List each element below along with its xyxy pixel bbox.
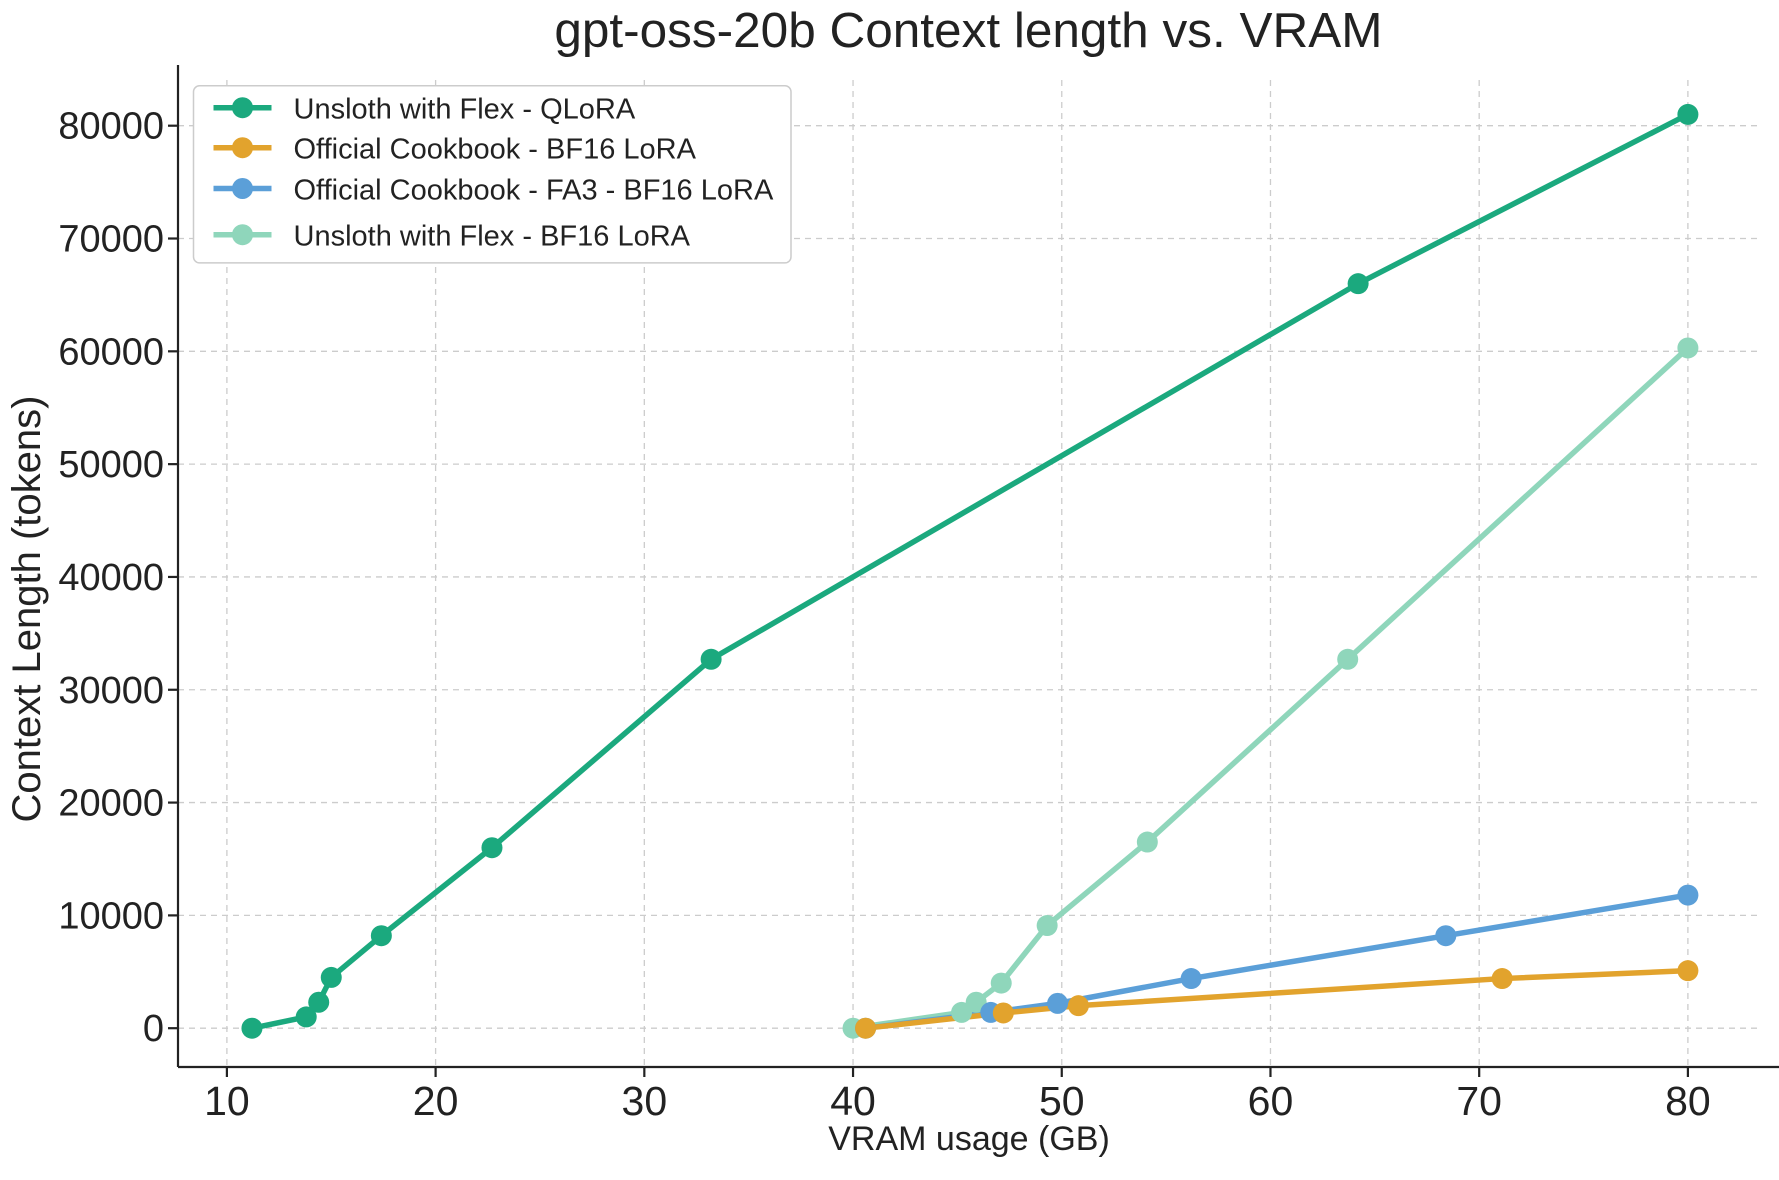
svg-text:30000: 30000 xyxy=(58,670,164,712)
svg-text:Official Cookbook - FA3 - BF16: Official Cookbook - FA3 - BF16 LoRA xyxy=(294,175,774,207)
svg-text:Official Cookbook - BF16 LoRA: Official Cookbook - BF16 LoRA xyxy=(294,134,697,166)
svg-text:Unsloth with Flex - BF16 LoRA: Unsloth with Flex - BF16 LoRA xyxy=(294,221,691,253)
svg-text:50: 50 xyxy=(1039,1078,1085,1124)
svg-text:20: 20 xyxy=(413,1078,459,1124)
svg-text:70: 70 xyxy=(1456,1078,1502,1124)
svg-text:10000: 10000 xyxy=(58,895,164,937)
svg-text:30: 30 xyxy=(622,1078,668,1124)
svg-text:Context Length (tokens): Context Length (tokens) xyxy=(5,396,49,823)
svg-text:60: 60 xyxy=(1248,1078,1294,1124)
svg-text:70000: 70000 xyxy=(58,219,164,261)
svg-text:10: 10 xyxy=(204,1078,250,1124)
svg-text:VRAM usage (GB): VRAM usage (GB) xyxy=(828,1120,1110,1158)
svg-text:gpt-oss-20b Context length vs.: gpt-oss-20b Context length vs. VRAM xyxy=(554,3,1382,58)
svg-text:20000: 20000 xyxy=(58,783,164,825)
svg-text:40: 40 xyxy=(830,1078,876,1124)
svg-text:40000: 40000 xyxy=(58,557,164,599)
svg-text:50000: 50000 xyxy=(58,444,164,486)
svg-text:60000: 60000 xyxy=(58,331,164,373)
svg-text:80000: 80000 xyxy=(58,106,164,148)
svg-text:80: 80 xyxy=(1665,1078,1711,1124)
svg-text:0: 0 xyxy=(143,1008,164,1050)
svg-text:Unsloth with Flex - QLoRA: Unsloth with Flex - QLoRA xyxy=(294,94,636,126)
